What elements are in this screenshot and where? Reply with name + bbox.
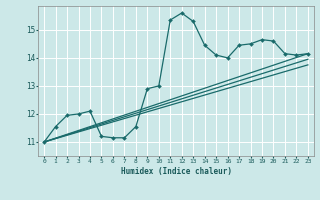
X-axis label: Humidex (Indice chaleur): Humidex (Indice chaleur) xyxy=(121,167,231,176)
